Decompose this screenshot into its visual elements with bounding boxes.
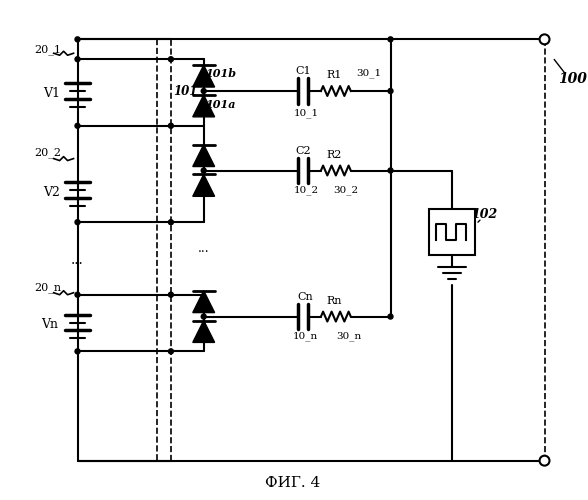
Polygon shape: [193, 174, 215, 197]
Circle shape: [201, 88, 206, 94]
Text: 10_1: 10_1: [293, 108, 319, 118]
Text: Vn: Vn: [41, 318, 58, 331]
Circle shape: [75, 124, 80, 128]
Circle shape: [388, 88, 393, 94]
Circle shape: [168, 56, 173, 62]
Circle shape: [201, 168, 206, 173]
Text: Rn: Rn: [326, 296, 342, 306]
Circle shape: [75, 56, 80, 62]
Text: R1: R1: [326, 70, 342, 80]
Polygon shape: [193, 144, 215, 167]
Circle shape: [388, 168, 393, 173]
Text: 20_2: 20_2: [34, 148, 61, 158]
Circle shape: [168, 124, 173, 128]
Polygon shape: [193, 95, 215, 117]
Text: 10_2: 10_2: [293, 186, 319, 195]
Text: 30_n: 30_n: [336, 332, 362, 342]
Text: 101a: 101a: [205, 100, 236, 110]
Text: 101: 101: [173, 84, 198, 98]
Text: 100: 100: [558, 72, 587, 86]
Text: V2: V2: [44, 186, 60, 199]
Circle shape: [168, 292, 173, 297]
Text: R2: R2: [326, 150, 342, 160]
Text: Cn: Cn: [297, 292, 313, 302]
Text: ФИГ. 4: ФИГ. 4: [265, 476, 320, 490]
Text: 102: 102: [471, 208, 497, 220]
Circle shape: [75, 220, 80, 224]
Text: C1: C1: [295, 66, 311, 76]
Circle shape: [388, 314, 393, 319]
Text: 20_n: 20_n: [34, 282, 61, 293]
Circle shape: [75, 37, 80, 42]
Text: ...: ...: [198, 242, 209, 254]
Text: 20_1: 20_1: [34, 44, 61, 54]
Text: ...: ...: [71, 253, 84, 267]
Polygon shape: [193, 290, 215, 312]
Text: V1: V1: [43, 86, 60, 100]
Circle shape: [168, 220, 173, 224]
Circle shape: [540, 456, 550, 466]
Circle shape: [75, 292, 80, 297]
Polygon shape: [193, 320, 215, 342]
Circle shape: [388, 37, 393, 42]
Circle shape: [540, 34, 550, 44]
Text: 101b: 101b: [205, 68, 236, 78]
Text: 10_n: 10_n: [292, 332, 318, 342]
Circle shape: [75, 349, 80, 354]
Text: 30_2: 30_2: [333, 186, 358, 195]
Circle shape: [168, 349, 173, 354]
Circle shape: [201, 314, 206, 319]
Polygon shape: [193, 65, 215, 87]
Text: C2: C2: [295, 146, 311, 156]
Text: 30_1: 30_1: [356, 68, 381, 78]
Bar: [429, 210, 475, 255]
